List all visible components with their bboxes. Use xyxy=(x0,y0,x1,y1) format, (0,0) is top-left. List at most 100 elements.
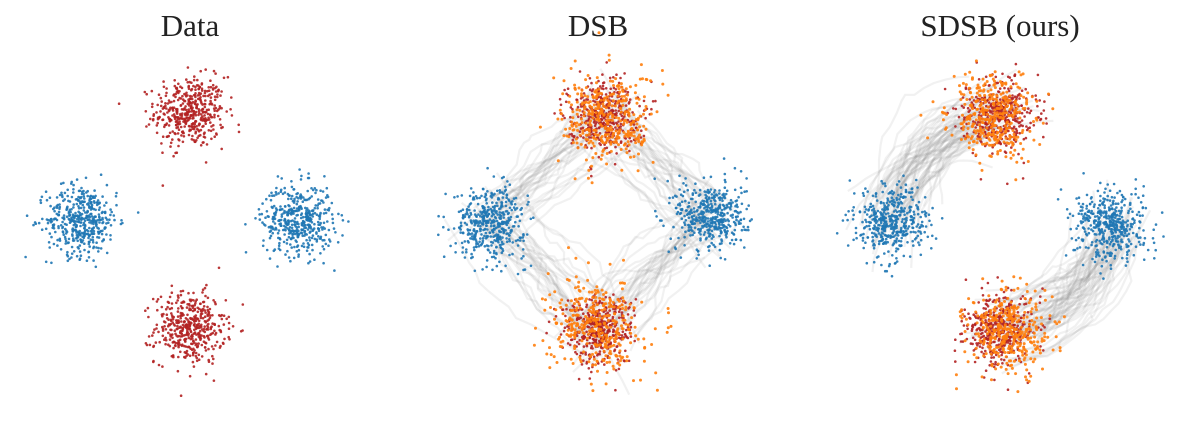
source-point xyxy=(503,189,507,193)
source-point xyxy=(504,200,508,204)
target-point xyxy=(184,323,187,327)
source-point xyxy=(495,233,498,236)
generated-point xyxy=(649,112,653,116)
source-point xyxy=(901,218,904,221)
generated-point xyxy=(632,113,636,117)
generated-point xyxy=(575,324,578,328)
source-point xyxy=(507,226,511,230)
target-point xyxy=(117,102,121,105)
generated-point xyxy=(588,104,592,108)
source-point xyxy=(498,211,502,214)
source-point xyxy=(304,232,307,236)
source-point xyxy=(473,269,477,273)
generated-point xyxy=(621,296,625,300)
source-point xyxy=(874,195,878,198)
source-point xyxy=(1131,231,1135,235)
source-point xyxy=(703,224,706,227)
target-point xyxy=(197,108,201,111)
source-point xyxy=(872,213,876,217)
source-point xyxy=(469,220,473,224)
source-point xyxy=(283,233,286,236)
source-point xyxy=(317,229,321,233)
source-point xyxy=(311,229,315,232)
source-point xyxy=(725,235,728,239)
target-point xyxy=(192,365,196,368)
source-point xyxy=(463,215,467,218)
source-point xyxy=(91,241,95,244)
target-point xyxy=(219,329,222,333)
generated-point xyxy=(612,305,616,309)
source-point xyxy=(281,192,285,196)
source-point xyxy=(76,199,80,202)
target-point xyxy=(639,136,643,139)
source-point xyxy=(499,238,502,241)
source-point xyxy=(459,231,463,234)
generated-point xyxy=(573,347,577,350)
source-point xyxy=(726,211,729,215)
target-point xyxy=(216,114,220,118)
source-point xyxy=(701,213,705,216)
source-point xyxy=(273,222,277,225)
target-point xyxy=(599,96,603,100)
generated-point xyxy=(642,112,645,116)
target-point xyxy=(147,315,150,319)
target-point xyxy=(588,298,591,301)
target-point xyxy=(168,295,172,299)
source-point xyxy=(496,239,499,242)
target-point xyxy=(614,145,617,149)
source-point xyxy=(1123,232,1127,235)
source-point xyxy=(516,238,520,242)
generated-point xyxy=(669,324,673,328)
target-point xyxy=(586,311,590,315)
source-point xyxy=(454,242,458,245)
source-point xyxy=(896,205,899,209)
generated-point xyxy=(620,287,624,291)
source-point xyxy=(261,244,265,248)
target-point xyxy=(165,317,169,320)
source-point xyxy=(284,225,288,229)
target-point xyxy=(188,374,192,378)
generated-point xyxy=(621,337,625,341)
target-point xyxy=(590,370,593,374)
generated-point xyxy=(573,328,577,332)
source-point xyxy=(501,196,505,199)
generated-point xyxy=(595,309,599,313)
source-point xyxy=(890,196,894,199)
source-point xyxy=(1076,247,1079,250)
source-point xyxy=(499,207,502,210)
source-point xyxy=(918,243,921,247)
source-point xyxy=(68,208,72,212)
target-point xyxy=(172,99,176,103)
source-point xyxy=(708,228,711,231)
source-point xyxy=(473,209,476,212)
source-point xyxy=(310,187,313,190)
generated-point xyxy=(603,307,607,311)
source-point xyxy=(490,244,493,247)
source-point xyxy=(1152,241,1156,245)
generated-point xyxy=(606,318,610,322)
target-point xyxy=(191,122,195,126)
target-point xyxy=(173,79,176,82)
source-point xyxy=(291,209,295,213)
generated-point xyxy=(602,298,606,302)
target-point xyxy=(566,87,570,90)
source-point xyxy=(78,250,82,253)
source-point xyxy=(892,210,896,213)
source-point xyxy=(97,246,100,250)
source-point xyxy=(57,226,60,230)
generated-point xyxy=(654,371,658,375)
source-point xyxy=(1085,207,1088,210)
target-point xyxy=(187,302,191,306)
source-point xyxy=(906,211,909,215)
source-point xyxy=(72,188,75,191)
source-point xyxy=(40,195,44,199)
source-point xyxy=(496,189,499,193)
generated-point xyxy=(607,356,611,360)
target-point xyxy=(164,123,168,127)
generated-point xyxy=(575,108,579,112)
target-point xyxy=(613,162,617,166)
source-point xyxy=(911,198,914,201)
trajectory-line xyxy=(484,219,612,310)
source-point xyxy=(337,212,340,216)
generated-point xyxy=(554,308,558,312)
